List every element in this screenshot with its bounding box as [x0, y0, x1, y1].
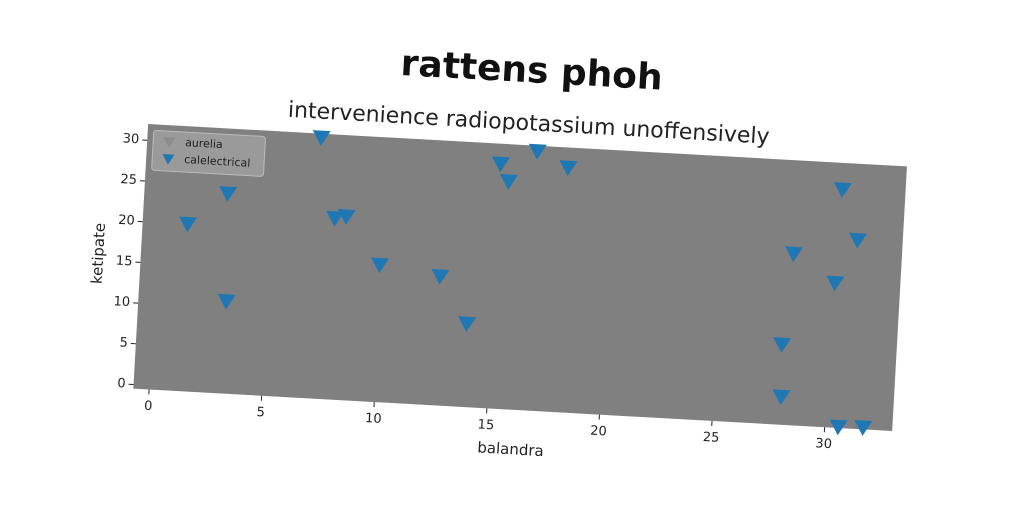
point	[833, 182, 852, 198]
point	[528, 143, 547, 160]
x-axis-label: balandra	[477, 438, 544, 460]
point	[491, 156, 510, 173]
point	[785, 246, 804, 263]
y-tick-label: 5	[119, 335, 128, 350]
point	[217, 293, 236, 310]
point	[326, 210, 345, 227]
point	[371, 257, 390, 274]
point	[849, 232, 868, 249]
point	[772, 389, 791, 406]
point	[337, 209, 356, 225]
legend-label: aurelia	[185, 136, 223, 151]
x-tick-label: 30	[815, 436, 832, 452]
x-tick-label: 0	[144, 399, 153, 414]
x-tick-label: 20	[590, 424, 607, 440]
x-tick-label: 15	[477, 417, 494, 433]
x-tick-label: 25	[702, 430, 719, 446]
legend-marker	[163, 137, 176, 148]
x-tick-label: 5	[256, 405, 265, 420]
point	[458, 316, 477, 333]
point	[829, 419, 848, 436]
y-tick-label: 0	[117, 376, 126, 391]
plot-area	[133, 123, 907, 432]
legend-label: calelectrical	[184, 153, 251, 170]
point	[431, 269, 450, 285]
point	[219, 186, 238, 202]
point	[826, 275, 845, 292]
y-tick-label: 10	[113, 294, 130, 310]
y-axis-label: ketipate	[88, 222, 109, 284]
point	[854, 420, 873, 436]
point	[773, 337, 792, 353]
point	[559, 160, 578, 176]
legend-box	[151, 129, 266, 177]
y-tick-label: 20	[118, 213, 135, 229]
legend-marker	[162, 154, 175, 165]
point	[179, 216, 198, 233]
point	[499, 174, 518, 190]
y-tick-label: 15	[115, 254, 132, 270]
x-tick-label: 10	[365, 411, 382, 427]
point	[312, 130, 331, 146]
y-tick-label: 25	[120, 172, 137, 188]
y-tick-label: 30	[122, 131, 139, 147]
